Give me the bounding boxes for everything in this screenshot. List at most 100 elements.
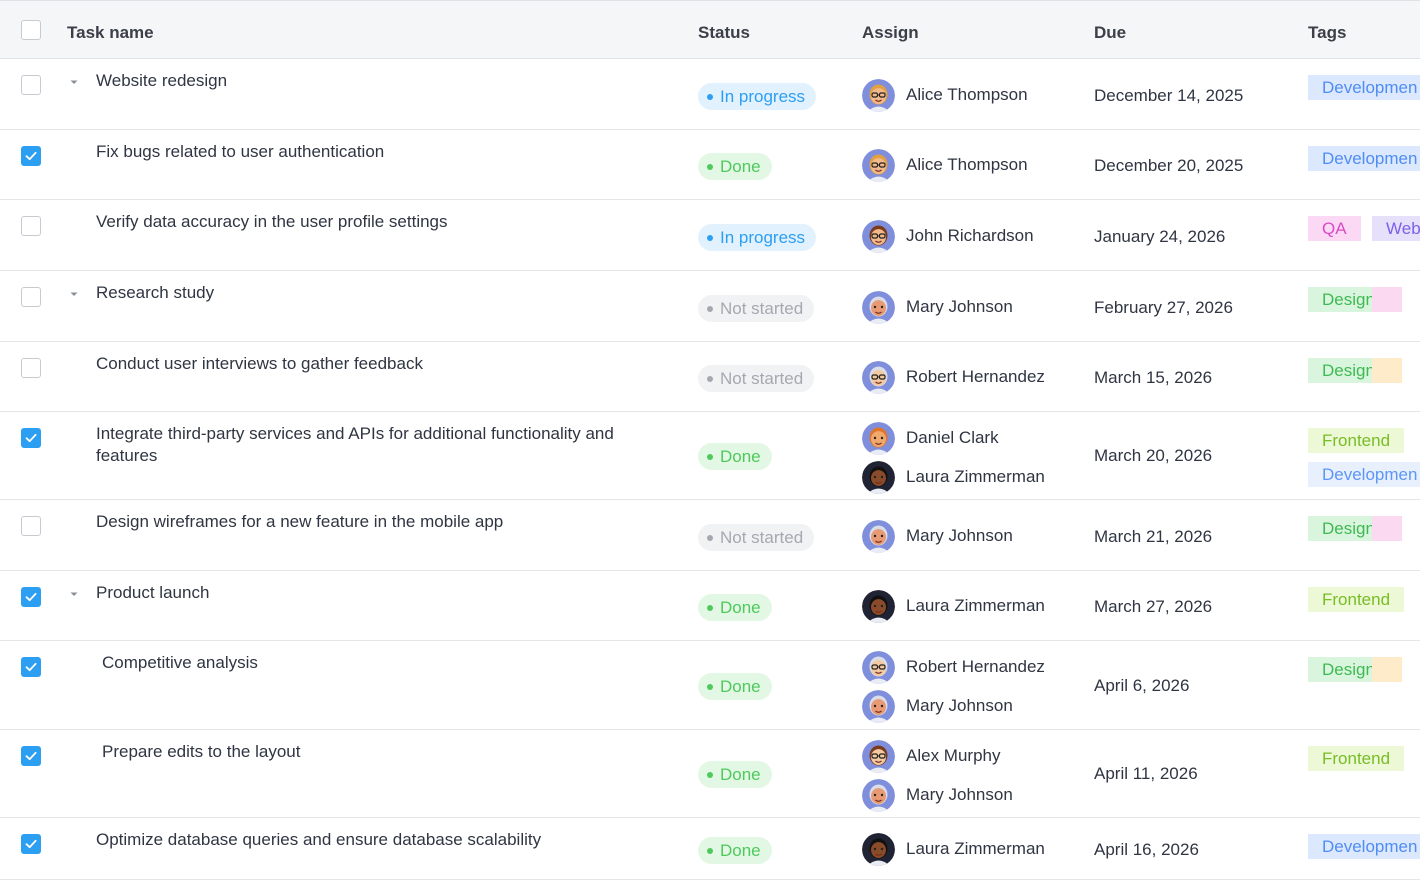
- tag-development[interactable]: Developmen: [1308, 75, 1420, 100]
- task-name[interactable]: Optimize database queries and ensure dat…: [96, 830, 542, 849]
- due-date[interactable]: January 24, 2026: [1094, 226, 1226, 246]
- table-row[interactable]: Verify data accuracy in the user profile…: [0, 200, 1420, 271]
- task-name[interactable]: Conduct user interviews to gather feedba…: [96, 354, 423, 373]
- table-row[interactable]: Optimize database queries and ensure dat…: [0, 818, 1420, 880]
- avatar: [862, 461, 895, 494]
- avatar: [862, 519, 895, 553]
- table-row[interactable]: Research study Not started Mary Johnson Feb…: [0, 271, 1420, 342]
- avatar: [862, 833, 895, 866]
- assignee-name: Mary Johnson: [906, 525, 1013, 545]
- tag-qa[interactable]: QA: [1308, 216, 1361, 241]
- status-badge[interactable]: Not started: [698, 294, 815, 322]
- check-icon: [25, 592, 37, 602]
- avatar: [862, 149, 895, 182]
- status-badge[interactable]: Done: [698, 672, 772, 700]
- assignee-name: Laura Zimmerman: [906, 467, 1045, 486]
- check-icon: [25, 839, 37, 849]
- task-name[interactable]: Competitive analysis: [102, 653, 258, 672]
- avatar: [862, 290, 895, 324]
- due-date[interactable]: March 27, 2026: [1094, 597, 1213, 616]
- table-row[interactable]: Competitive analysis Done Robert Hernandez…: [0, 641, 1420, 730]
- check-icon: [25, 433, 37, 443]
- status-badge[interactable]: Done: [698, 594, 772, 621]
- tag-pink[interactable]: [1372, 287, 1402, 312]
- status-badge[interactable]: Not started: [698, 523, 815, 551]
- avatar: [862, 422, 895, 455]
- due-date[interactable]: April 16, 2026: [1094, 840, 1199, 859]
- table-row[interactable]: Design wireframes for a new feature in t…: [0, 500, 1420, 571]
- assignee-name: Daniel Clark: [906, 428, 999, 447]
- header-status[interactable]: Status: [698, 23, 750, 42]
- status-badge[interactable]: In progress: [698, 82, 817, 110]
- tag-development-light[interactable]: Developmen: [1308, 462, 1420, 487]
- row-checkbox[interactable]: [21, 216, 41, 236]
- row-checkbox[interactable]: [21, 587, 41, 607]
- row-checkbox[interactable]: [21, 516, 41, 536]
- task-name[interactable]: Verify data accuracy in the user profile…: [96, 212, 448, 231]
- tag-orange[interactable]: [1372, 358, 1402, 383]
- avatar: [862, 651, 895, 684]
- assignee-name: Alice Thompson: [906, 84, 1028, 104]
- assignee-name: Mary Johnson: [906, 696, 1013, 715]
- due-date[interactable]: December 14, 2025: [1094, 85, 1244, 105]
- header-tags[interactable]: Tags: [1308, 23, 1347, 42]
- due-date[interactable]: March 21, 2026: [1094, 526, 1213, 546]
- due-date[interactable]: March 20, 2026: [1094, 446, 1213, 465]
- table-row[interactable]: Integrate third-party services and APIs …: [0, 412, 1420, 500]
- status-badge[interactable]: Done: [698, 153, 772, 180]
- due-date[interactable]: March 15, 2026: [1094, 368, 1213, 387]
- task-name[interactable]: Design wireframes for a new feature in t…: [96, 512, 504, 531]
- status-badge[interactable]: Done: [698, 761, 772, 788]
- assignee-name: Robert Hernandez: [906, 657, 1045, 676]
- row-checkbox[interactable]: [21, 746, 41, 766]
- avatar: [862, 690, 895, 723]
- task-name[interactable]: Integrate third-party services and APIs …: [96, 424, 614, 465]
- caret-down-icon[interactable]: [68, 587, 80, 599]
- due-date[interactable]: April 6, 2026: [1094, 675, 1190, 695]
- task-name[interactable]: Fix bugs related to user authentication: [96, 142, 385, 161]
- due-date[interactable]: April 11, 2026: [1094, 764, 1198, 783]
- assignee-name: Mary Johnson: [906, 296, 1013, 316]
- check-icon: [25, 662, 37, 672]
- header-assign[interactable]: Assign: [862, 23, 919, 42]
- tag-frontend[interactable]: Frontend: [1308, 428, 1405, 453]
- status-badge[interactable]: In progress: [698, 223, 817, 251]
- status-badge[interactable]: Not started: [698, 365, 815, 392]
- tag-development[interactable]: Developmen: [1308, 834, 1420, 859]
- caret-down-icon[interactable]: [68, 287, 80, 299]
- tag-frontend[interactable]: Frontend: [1308, 746, 1405, 771]
- avatar: [862, 740, 895, 773]
- status-badge[interactable]: Done: [698, 837, 772, 864]
- select-all-checkbox[interactable]: [21, 20, 41, 40]
- row-checkbox[interactable]: [21, 287, 41, 307]
- assignee-name: Laura Zimmerman: [906, 839, 1045, 858]
- status-badge[interactable]: Done: [698, 443, 772, 470]
- row-checkbox[interactable]: [21, 146, 41, 166]
- row-checkbox[interactable]: [21, 834, 41, 854]
- tag-pink[interactable]: [1372, 516, 1402, 541]
- due-date[interactable]: December 20, 2025: [1094, 156, 1244, 175]
- avatar: [862, 361, 895, 394]
- tag-development[interactable]: Developmen: [1308, 146, 1420, 171]
- task-name[interactable]: Prepare edits to the layout: [102, 742, 301, 761]
- header-task-name[interactable]: Task name: [67, 23, 154, 42]
- tag-web[interactable]: Web: [1372, 216, 1420, 241]
- row-checkbox[interactable]: [21, 358, 41, 378]
- row-checkbox[interactable]: [21, 428, 41, 448]
- table-row[interactable]: Conduct user interviews to gather feedba…: [0, 342, 1420, 412]
- tag-frontend[interactable]: Frontend: [1308, 587, 1405, 612]
- table-row[interactable]: Fix bugs related to user authentication D…: [0, 130, 1420, 200]
- row-checkbox[interactable]: [21, 657, 41, 677]
- caret-down-icon[interactable]: [68, 75, 80, 87]
- task-name[interactable]: Website redesign: [96, 71, 228, 90]
- task-name[interactable]: Product launch: [96, 583, 210, 602]
- header-due[interactable]: Due: [1094, 23, 1127, 42]
- tag-orange[interactable]: [1372, 657, 1402, 682]
- table-row[interactable]: Product launch Done Laura Zimmerman March 2…: [0, 571, 1420, 641]
- row-checkbox[interactable]: [21, 75, 41, 95]
- due-date[interactable]: February 27, 2026: [1094, 297, 1233, 317]
- table-row[interactable]: Website redesign In progress Alice Thompso…: [0, 59, 1420, 130]
- table-row[interactable]: Prepare edits to the layout Done Alex Murp…: [0, 730, 1420, 818]
- task-name[interactable]: Research study: [96, 283, 215, 302]
- assignee-name: Alice Thompson: [906, 155, 1028, 174]
